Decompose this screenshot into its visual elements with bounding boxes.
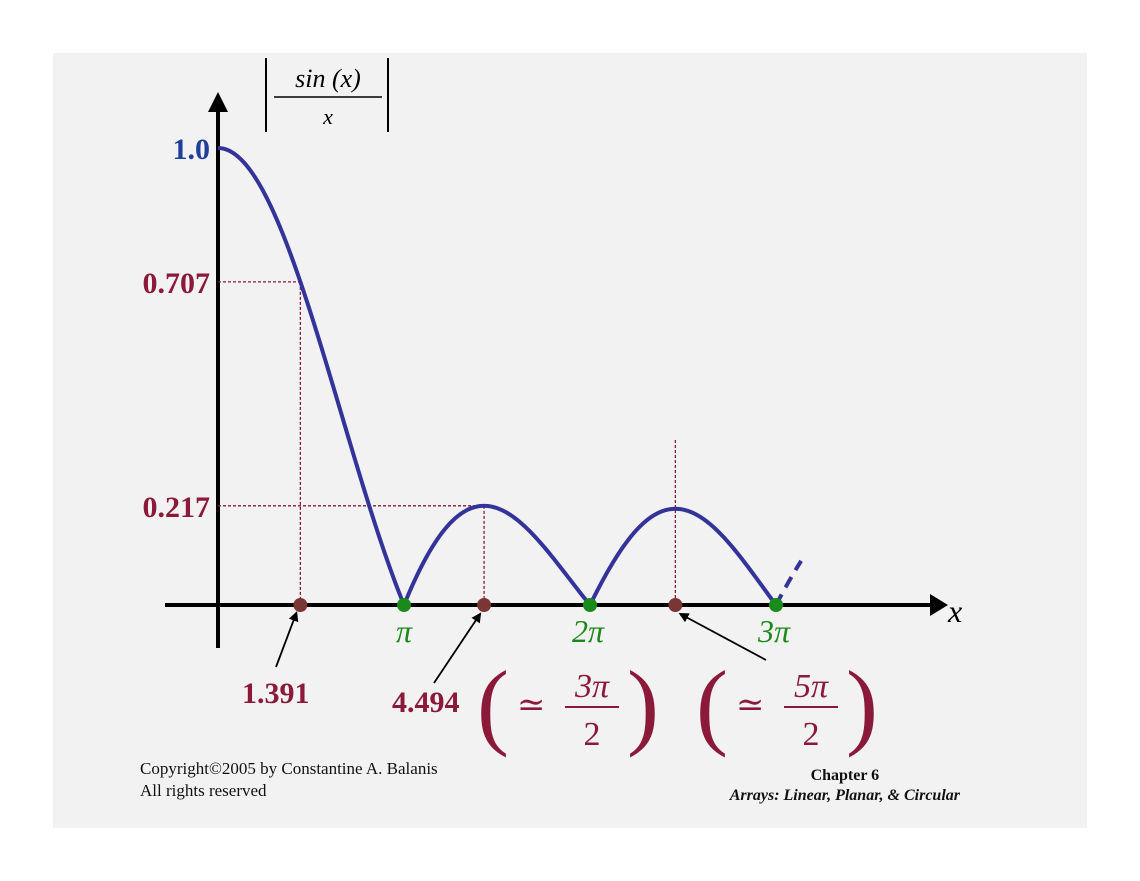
marked-point-label: 4.494	[392, 686, 460, 719]
copyright-notice: Copyright©2005 by Constantine A. Balanis…	[140, 758, 438, 802]
zero-point	[583, 598, 598, 612]
left-paren: (	[696, 651, 728, 758]
approx-annotation: (≃ 5π 2)	[696, 651, 878, 758]
approx-numerator: 3π	[574, 668, 610, 705]
y-label-numerator: sin (x)	[295, 64, 361, 93]
zero-label: π	[396, 613, 413, 649]
chapter-subtitle: Arrays: Linear, Planar, & Circular	[729, 787, 960, 804]
y-tick-label: 0.707	[143, 267, 211, 300]
y-tick-label: 0.217	[143, 491, 211, 524]
y-axis-label: sin (x) x	[265, 58, 389, 132]
annotation-arrow	[275, 611, 299, 668]
sinc-curve-continuation	[774, 559, 804, 607]
chapter-caption: Chapter 6 Arrays: Linear, Planar, & Circ…	[730, 766, 960, 806]
chapter-title: Chapter 6	[810, 767, 880, 784]
approx-symbol: ≃	[736, 687, 765, 724]
zero-label: 2π	[572, 613, 605, 649]
y-label-denominator: x	[322, 104, 333, 129]
approx-numerator: 5π	[794, 668, 829, 705]
y-axis-arrow-icon	[208, 92, 228, 112]
copyright-line-2: All rights reserved	[140, 781, 267, 800]
x-axis-label: x	[947, 593, 962, 629]
approx-denominator: 2	[584, 716, 601, 753]
marked-point-label: 1.391	[242, 677, 310, 710]
copyright-line-1: Copyright©2005 by Constantine A. Balanis	[140, 759, 438, 778]
approx-symbol: ≃	[517, 687, 546, 724]
zero-label: 3π	[757, 613, 791, 649]
approx-denominator: 2	[803, 716, 820, 753]
slide-background	[53, 53, 1087, 828]
x-axis-arrow-icon	[930, 594, 948, 616]
sinc-curve	[217, 146, 778, 607]
approx-annotation: 4.494 (≃ 3π 2)	[392, 651, 659, 758]
zero-point	[397, 598, 412, 612]
right-paren: )	[627, 651, 659, 758]
right-paren: )	[846, 651, 878, 758]
annotation-arrow	[678, 613, 767, 661]
marked-point	[477, 598, 492, 612]
zero-point	[769, 598, 784, 612]
annotation-arrow	[433, 612, 482, 684]
left-paren: (	[477, 651, 509, 758]
y-tick-label: 1.0	[173, 133, 211, 166]
marked-point	[668, 598, 683, 612]
marked-point	[293, 598, 308, 612]
